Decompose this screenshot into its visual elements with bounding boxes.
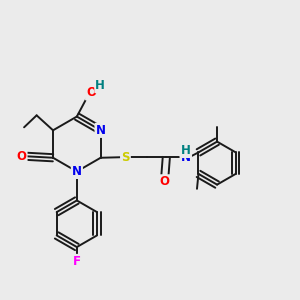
Text: N: N bbox=[72, 165, 82, 178]
Text: O: O bbox=[160, 176, 170, 188]
Text: S: S bbox=[121, 151, 130, 164]
Text: F: F bbox=[73, 255, 81, 268]
Text: N: N bbox=[96, 124, 106, 137]
Text: O: O bbox=[16, 150, 26, 163]
Text: O: O bbox=[86, 86, 96, 100]
Text: H: H bbox=[95, 79, 105, 92]
Text: N: N bbox=[181, 151, 191, 164]
Text: O: O bbox=[86, 86, 96, 100]
Text: O: O bbox=[160, 176, 170, 188]
Text: N: N bbox=[72, 165, 82, 178]
Text: N: N bbox=[181, 151, 191, 164]
Text: H: H bbox=[95, 79, 105, 92]
Text: H: H bbox=[181, 144, 191, 157]
Text: F: F bbox=[73, 255, 81, 268]
Text: S: S bbox=[121, 151, 130, 164]
Text: N: N bbox=[96, 124, 106, 137]
Text: H: H bbox=[181, 144, 191, 157]
Text: O: O bbox=[16, 150, 26, 163]
